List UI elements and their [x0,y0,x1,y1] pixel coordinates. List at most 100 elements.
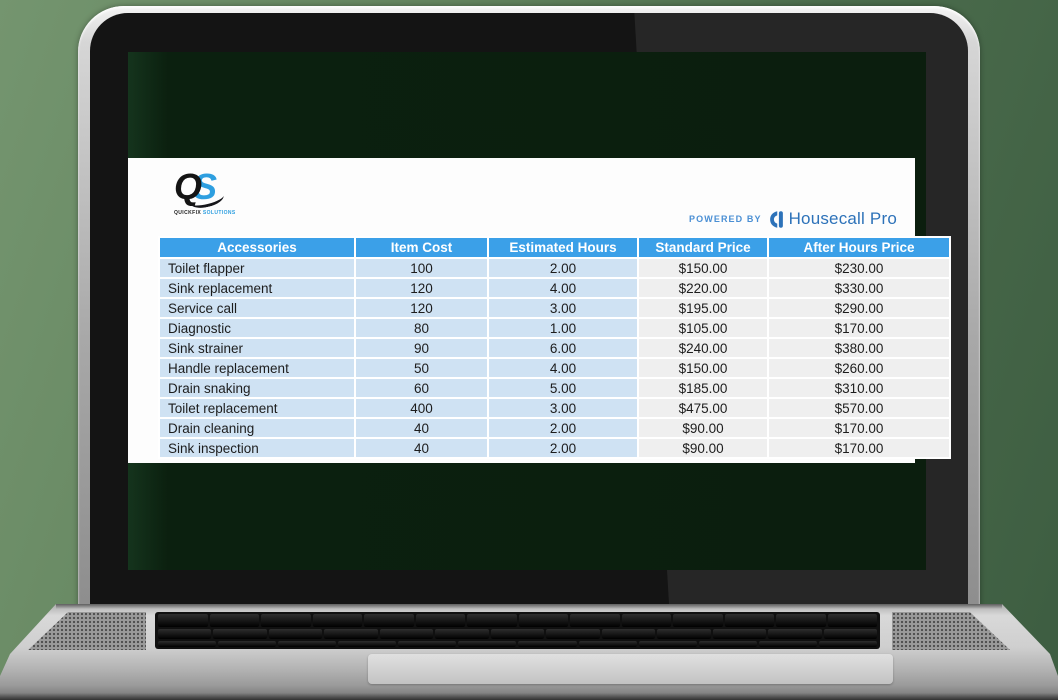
table-cell: Sink replacement [158,277,356,299]
keyboard-key [518,614,568,627]
table-cell: Sink strainer [158,337,356,359]
table-header-cell: Standard Price [637,236,769,259]
keyboard-row [158,614,877,627]
table-cell: 80 [354,317,489,339]
keyboard-key [261,614,311,627]
keyboard-key [213,629,267,639]
table-row: Drain snaking 60 5.00 $185.00 $310.00 [158,377,951,399]
table-cell: $170.00 [767,417,951,439]
table-header-cell: Item Cost [354,236,489,259]
table-cell: 2.00 [487,257,639,279]
table-row: Toilet flapper 100 2.00 $150.00 $230.00 [158,257,951,279]
table-row: Sink inspection 40 2.00 $90.00 $170.00 [158,437,951,459]
screen-display: QS QUICKFIX SOLUTIONS POWERED BY [128,52,951,570]
housecall-pro-icon [769,210,783,228]
table-row: Drain cleaning 40 2.00 $90.00 $170.00 [158,417,951,439]
keyboard-key [379,629,434,639]
keyboard-key [458,641,517,647]
table-cell: Handle replacement [158,357,356,379]
table-cell: 2.00 [487,417,639,439]
keyboard-key [435,629,489,639]
logo-letter-s: S [193,166,217,207]
keyboard-key [823,629,878,639]
table-cell: 120 [354,297,489,319]
table-cell: 40 [354,417,489,439]
table-row: Service call 120 3.00 $195.00 $290.00 [158,297,951,319]
keyboard-key [158,641,217,647]
powered-by: POWERED BY Housecall Pro [689,207,897,231]
keyboard-key [712,629,767,639]
table-cell: Diagnostic [158,317,356,339]
keyboard-key [818,641,877,647]
trackpad [368,654,893,684]
table-cell: $475.00 [637,397,769,419]
table-cell: $220.00 [637,277,769,299]
keyboard-key [601,629,656,639]
table-cell: 90 [354,337,489,359]
table-header-row: Accessories Item Cost Estimated Hours Stand… [158,236,951,259]
keyboard-key [158,629,212,639]
table-cell: 40 [354,437,489,459]
keyboard-key [490,629,545,639]
tagline-quickfix: QUICKFIX [174,210,202,216]
table-cell: $195.00 [637,297,769,319]
keyboard-row [158,629,878,639]
keyboard-key [324,629,378,639]
keyboard-key [218,641,277,647]
table-cell: Drain cleaning [158,417,356,439]
table-cell: $170.00 [767,437,951,459]
keyboard-key [621,614,671,627]
keyboard-key [758,641,817,647]
keyboard-key [570,614,620,627]
keyboard-key [518,641,577,647]
keyboard-key [768,629,822,639]
table-cell: 3.00 [487,297,639,319]
price-book-table: Accessories Item Cost Estimated Hours Stand… [158,236,951,459]
keyboard-key [638,641,697,647]
table-cell: $105.00 [637,317,769,339]
table-cell: 3.00 [487,397,639,419]
keyboard [155,612,880,649]
keyboard-key [724,614,774,627]
quickfix-logo-tagline: QUICKFIX SOLUTIONS [174,210,236,216]
speaker-grille-left [28,612,146,650]
table-header-cell: Estimated Hours [487,236,639,259]
table-cell: Service call [158,297,356,319]
table-cell: $570.00 [767,397,951,419]
table-cell: Drain snaking [158,377,356,399]
spreadsheet-screenshot: QS QUICKFIX SOLUTIONS POWERED BY [128,158,951,463]
table-cell: Toilet flapper [158,257,356,279]
tagline-solutions: SOLUTIONS [202,210,236,216]
table-cell: $90.00 [637,437,769,459]
table-cell: 2.00 [487,437,639,459]
table-row: Toilet replacement 400 3.00 $475.00 $570.00 [158,397,951,419]
table-cell: 120 [354,277,489,299]
keyboard-key [546,629,600,639]
keyboard-key [698,641,757,647]
table-cell: $150.00 [637,357,769,379]
table-cell: Toilet replacement [158,397,356,419]
speaker-grille-right [892,612,1010,650]
table-cell: $90.00 [637,417,769,439]
table-cell: 100 [354,257,489,279]
laptop-base [0,604,1058,700]
table-row: Diagnostic 80 1.00 $105.00 $170.00 [158,317,951,339]
keyboard-key [158,614,208,627]
quickfix-logo: QS QUICKFIX SOLUTIONS [174,166,236,216]
table-cell: 4.00 [487,277,639,299]
keyboard-key [827,614,877,627]
screen-bezel: QS QUICKFIX SOLUTIONS POWERED BY [90,13,968,612]
keyboard-key [415,614,465,627]
table-cell: 5.00 [487,377,639,399]
table-cell: $240.00 [637,337,769,359]
table-row: Handle replacement 50 4.00 $150.00 $260.00 [158,357,951,379]
table-cell: 50 [354,357,489,379]
table-cell: $230.00 [767,257,951,279]
quickfix-logo-mark: QS [174,166,234,211]
keyboard-key [673,614,723,627]
powered-by-label: POWERED BY [689,214,762,224]
table-cell: $310.00 [767,377,951,399]
table-cell: 1.00 [487,317,639,339]
keyboard-key [657,629,711,639]
